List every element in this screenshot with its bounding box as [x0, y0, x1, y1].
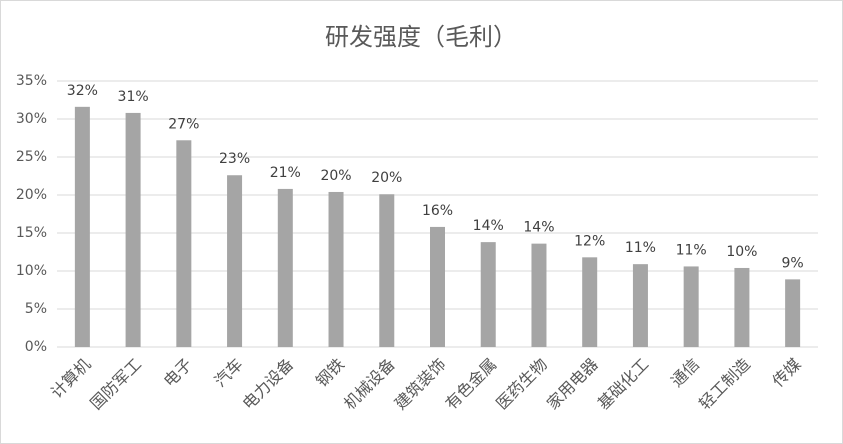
bar [379, 194, 395, 347]
value-label: 31% [118, 89, 149, 105]
y-tick-label: 0% [25, 339, 47, 355]
value-label: 20% [320, 168, 351, 184]
value-label: 14% [473, 218, 504, 234]
value-label: 20% [371, 170, 402, 186]
chart-title: 研发强度（毛利） [325, 23, 517, 51]
y-tick-label: 5% [25, 301, 47, 317]
y-tick-label: 10% [16, 263, 47, 279]
value-label: 12% [574, 233, 605, 249]
bar [734, 267, 750, 347]
bar [785, 279, 801, 347]
y-tick-label: 20% [16, 187, 47, 203]
bar [176, 140, 192, 347]
y-tick-label: 15% [16, 225, 47, 241]
bar [277, 188, 293, 347]
bar [683, 266, 699, 347]
value-label: 32% [67, 83, 98, 99]
y-tick-label: 25% [16, 149, 47, 165]
bar [480, 242, 496, 347]
value-label: 27% [168, 116, 199, 132]
value-label: 14% [523, 220, 554, 236]
bar [328, 191, 344, 347]
bar [227, 175, 243, 347]
bar [125, 112, 141, 347]
bar [632, 264, 648, 347]
value-label: 21% [270, 165, 301, 181]
bar [74, 106, 90, 347]
y-tick-label: 35% [16, 73, 47, 89]
value-label: 11% [676, 242, 707, 258]
bar [531, 243, 547, 347]
y-tick-label: 30% [16, 111, 47, 127]
value-label: 9% [782, 255, 804, 271]
bar [582, 257, 598, 347]
value-label: 10% [726, 244, 757, 260]
value-label: 11% [625, 240, 656, 256]
value-label: 16% [422, 203, 453, 219]
bar [430, 226, 445, 347]
value-label: 23% [219, 151, 250, 167]
